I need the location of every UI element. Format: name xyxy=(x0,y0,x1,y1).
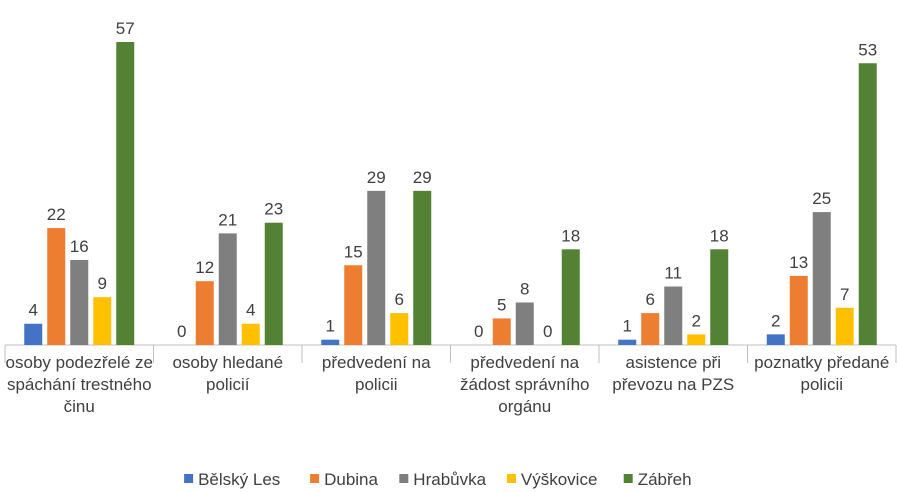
data-label: 22 xyxy=(47,205,66,224)
bar xyxy=(561,249,580,345)
data-label: 29 xyxy=(367,168,386,187)
data-label: 18 xyxy=(561,226,580,245)
data-label: 8 xyxy=(520,279,529,298)
legend-label: Výškovice xyxy=(521,470,598,489)
x-tick-label: předvedení na žádost správního orgánu xyxy=(460,353,590,416)
legend-swatch xyxy=(506,474,516,483)
bar xyxy=(367,190,386,345)
data-label: 2 xyxy=(692,311,701,330)
x-tick-label: poznatky předané policii xyxy=(754,353,890,394)
legend-label: Zábřeh xyxy=(638,470,692,489)
bar xyxy=(264,222,283,345)
data-label: 16 xyxy=(70,237,89,256)
data-label: 6 xyxy=(395,290,404,309)
bar xyxy=(835,307,854,345)
data-label: 25 xyxy=(812,189,831,208)
data-label: 15 xyxy=(344,242,363,261)
bar xyxy=(344,265,363,345)
legend-label: Hrabůvka xyxy=(413,470,486,489)
legend-swatch xyxy=(623,474,633,483)
data-label: 4 xyxy=(246,301,255,320)
bar xyxy=(413,190,432,345)
data-label: 11 xyxy=(664,264,682,283)
bar xyxy=(116,42,135,345)
bar xyxy=(687,334,706,345)
bar xyxy=(93,297,112,345)
data-label: 5 xyxy=(497,295,506,314)
bar xyxy=(47,228,66,345)
bar xyxy=(241,323,260,345)
bar xyxy=(24,323,43,345)
data-label: 23 xyxy=(264,200,283,219)
x-tick-label: osoby hledané policií xyxy=(172,353,284,394)
bar xyxy=(641,313,660,345)
bar xyxy=(390,313,409,345)
bar xyxy=(218,233,237,345)
data-label: 7 xyxy=(840,285,849,304)
bar xyxy=(321,339,340,345)
data-label: 6 xyxy=(646,290,655,309)
bar xyxy=(812,212,831,345)
legend-label: Bělský Les xyxy=(198,470,280,489)
data-label: 9 xyxy=(98,274,107,293)
bar xyxy=(618,339,637,345)
data-label: 0 xyxy=(177,322,186,341)
data-label: 18 xyxy=(710,226,729,245)
bar xyxy=(492,318,511,345)
bar xyxy=(858,63,877,346)
legend-swatch xyxy=(184,474,194,483)
bar xyxy=(664,286,683,345)
data-label: 57 xyxy=(116,19,135,38)
bar xyxy=(710,249,729,345)
data-label: 53 xyxy=(858,40,877,59)
x-tick-label: asistence při převozu na PZS xyxy=(612,353,735,394)
data-label: 21 xyxy=(218,210,237,229)
data-label: 1 xyxy=(623,317,632,336)
data-label: 2 xyxy=(771,311,780,330)
data-label: 29 xyxy=(413,168,432,187)
legend-swatch xyxy=(399,474,409,483)
bar xyxy=(70,259,89,345)
data-label: 12 xyxy=(195,258,214,277)
bar xyxy=(515,302,534,345)
data-label: 4 xyxy=(29,301,38,320)
x-tick-label: osoby podezřelé ze spáchání trestného či… xyxy=(5,353,153,416)
data-label: 0 xyxy=(474,322,483,341)
legend-swatch xyxy=(310,474,320,483)
legend-label: Dubina xyxy=(324,470,378,489)
data-label: 13 xyxy=(789,253,808,272)
bar xyxy=(195,281,214,345)
data-label: 1 xyxy=(326,317,335,336)
x-tick-label: předvedení na policii xyxy=(321,353,431,394)
bar xyxy=(789,275,808,345)
data-label: 0 xyxy=(543,322,552,341)
bar xyxy=(766,334,785,345)
